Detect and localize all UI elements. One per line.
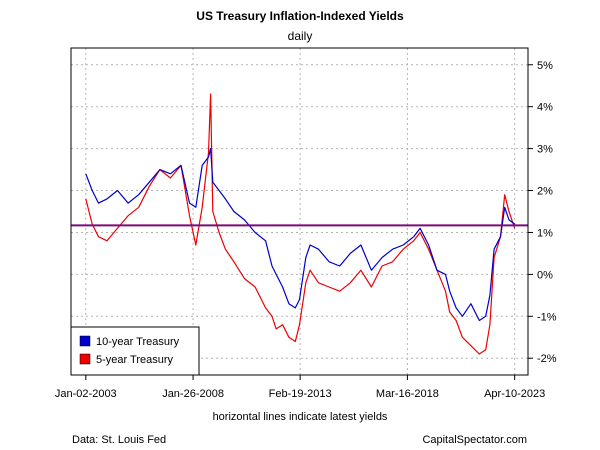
y-tick-label-2: 0% [537, 269, 553, 281]
x-axis-ticks: Jan-02-2003 Jan-26-2008 Feb-19-2013 Mar-16-… [55, 375, 545, 400]
legend-label-5-year: 5-year Treasury [96, 354, 174, 366]
series-line-5-year [85, 93, 516, 355]
y-tick-label-3: 1% [537, 227, 553, 239]
legend-label-10-year: 10-year Treasury [96, 336, 180, 348]
site-credit: CapitalSpectator.com [422, 434, 527, 446]
y-tick-label-4: 2% [537, 186, 553, 198]
x-tick-label-3: Mar-16-2018 [376, 388, 439, 400]
x-tick-label-4: Apr-10-2023 [484, 388, 545, 400]
x-tick-label-2: Feb-19-2013 [269, 388, 332, 400]
chart-subtitle: daily [288, 29, 313, 43]
legend-swatch-5-year [79, 353, 91, 365]
y-tick-label-0: -2% [537, 353, 557, 365]
data-source: Data: St. Louis Fed [72, 434, 166, 446]
y-tick-label-5: 3% [537, 144, 553, 156]
x-tick-label-0: Jan-02-2003 [55, 388, 117, 400]
series-lines [85, 93, 516, 355]
series-line-10-year [85, 148, 516, 322]
grid-lines [71, 48, 528, 375]
legend: 10-year Treasury 5-year Treasury [70, 326, 200, 376]
legend-swatch-10-year [79, 335, 91, 347]
y-tick-label-6: 4% [537, 102, 553, 114]
x-tick-label-1: Jan-26-2008 [162, 388, 224, 400]
y-axis-ticks: -2% -1% 0% 1% 2% 3% 4% 5% [528, 60, 557, 365]
plot-frame [70, 47, 529, 376]
legend-box [70, 326, 200, 376]
y-tick-label-7: 5% [537, 60, 553, 72]
x-axis-label: horizontal lines indicate latest yields [213, 411, 388, 423]
y-tick-label-1: -1% [537, 311, 557, 323]
chart-title: US Treasury Inflation-Indexed Yields [196, 9, 404, 23]
